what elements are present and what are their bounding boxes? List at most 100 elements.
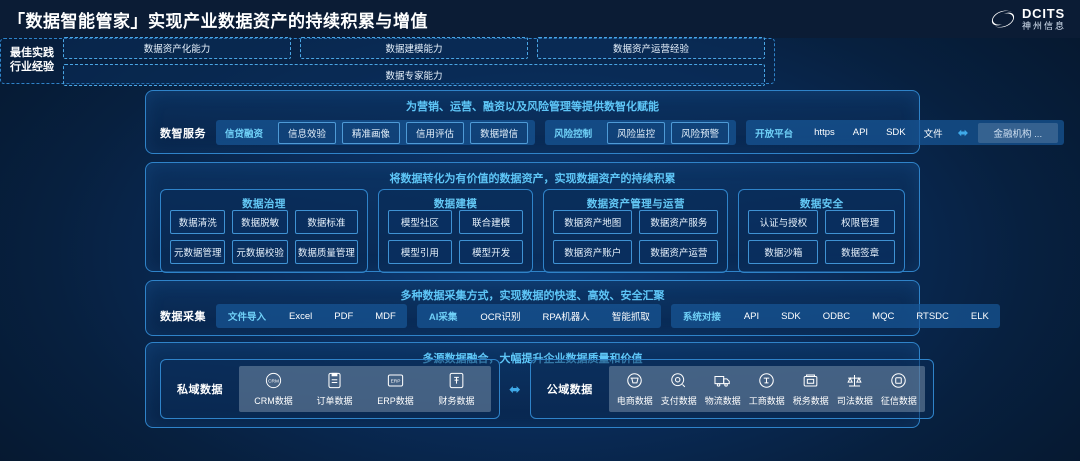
best-practice-line1: 最佳实践 — [10, 47, 54, 60]
dcits-swirl-icon — [990, 8, 1016, 30]
section-data-collection: 多种数据采集方式，实现数据的快速、高效、安全汇聚 数据采集 文件导入 Excel… — [145, 280, 1000, 336]
service-chip[interactable]: 精准画像 — [342, 121, 401, 144]
best-practice-label: 最佳实践 行业经验 — [10, 47, 54, 75]
collect-row-label: 数据采集 — [160, 311, 206, 323]
collect-group-system: 系统对接 API SDK ODBC MQC RTSDC ELK — [670, 304, 1000, 328]
asset-cell[interactable]: 数据资产运营 — [639, 240, 719, 264]
asset-cell[interactable]: 元数据校验 — [232, 240, 288, 264]
asset-cell[interactable]: 模型引用 — [387, 240, 452, 264]
service-chip[interactable]: 风险监控 — [607, 121, 666, 144]
open-platform-title: 开放平台 — [755, 128, 794, 140]
collect-item[interactable]: MQC — [872, 310, 895, 322]
collect-item[interactable]: RPA机器人 — [542, 312, 590, 323]
finance-icon — [447, 371, 466, 390]
brand-logo: DCITS 神州信息 — [990, 7, 1066, 31]
section-best-practice: 最佳实践 行业经验 数据资产化能力 数据建模能力 数据资产运营经验 数据专家能力 — [0, 36, 775, 86]
private-data-box: 私域数据 CRM CRM数据 订单数据 ERP ERP数据 — [160, 359, 500, 419]
svg-text:ERP: ERP — [391, 378, 401, 384]
ecommerce-cart-icon — [625, 371, 644, 390]
service-banner: 为营销、运营、融资以及风险管理等提供数智化赋能 — [406, 101, 659, 113]
data-source-order[interactable]: 订单数据 — [304, 371, 365, 407]
logo-text-en: DCITS — [1021, 6, 1065, 21]
public-data-box: 公域数据 电商数据 支付数据 物流数据 — [529, 359, 934, 419]
service-chip[interactable]: 信用评估 — [406, 121, 465, 144]
best-practice-item[interactable]: 数据建模能力 — [300, 36, 528, 59]
open-platform-item[interactable]: https — [814, 127, 835, 138]
asset-cell[interactable]: 数据资产服务 — [639, 210, 719, 234]
collect-item[interactable]: SDK — [781, 310, 801, 322]
asset-cell[interactable]: 认证与授权 — [748, 210, 819, 234]
data-source-payment[interactable]: 支付数据 — [657, 371, 701, 407]
asset-cell[interactable]: 数据质量管理 — [294, 240, 358, 264]
data-source-caption: 司法数据 — [836, 396, 873, 406]
collect-item[interactable]: OCR识别 — [480, 312, 521, 323]
service-group-title: 信贷融资 — [225, 128, 264, 140]
data-source-tax[interactable]: 税务数据 — [789, 371, 833, 407]
service-chip[interactable]: 风险预警 — [671, 121, 730, 144]
section-data-asset: 将数据转化为有价值的数据资产，实现数据资产的持续积累 数据治理 数据清洗 数据脱… — [145, 162, 920, 273]
asset-cell[interactable]: 数据脱敏 — [232, 210, 288, 234]
collect-item[interactable]: Excel — [289, 310, 313, 322]
collect-item[interactable]: 智能抓取 — [611, 312, 650, 323]
asset-cell[interactable]: 数据标准 — [294, 210, 358, 234]
collect-item[interactable]: RTSDC — [916, 310, 949, 322]
service-group-title: 风险控制 — [554, 128, 593, 140]
collect-item[interactable]: ODBC — [822, 310, 851, 322]
fusion-arrow-icon: ⬌ — [509, 380, 521, 397]
data-source-caption: CRM数据 — [254, 396, 293, 406]
asset-cell[interactable]: 联合建模 — [459, 210, 524, 234]
section-data-fusion: 多源数据融合，大幅提升企业数据质量和价值 私域数据 CRM CRM数据 订单数据… — [145, 342, 934, 428]
collect-item[interactable]: API — [743, 310, 760, 322]
private-data-label: 私域数据 — [177, 384, 223, 396]
asset-cell[interactable]: 模型社区 — [387, 210, 452, 234]
collect-item[interactable]: PDF — [334, 310, 354, 322]
data-source-finance[interactable]: 财务数据 — [426, 371, 487, 407]
service-chip[interactable]: 数据增信 — [470, 121, 529, 144]
architecture-canvas: 为营销、运营、融资以及风险管理等提供数智化赋能 数智服务 信贷融资 信息效验 精… — [0, 36, 1080, 461]
best-practice-item-full[interactable]: 数据专家能力 — [63, 63, 765, 86]
service-chip[interactable]: 信息效验 — [278, 121, 337, 144]
best-practice-item[interactable]: 数据资产运营经验 — [537, 36, 765, 59]
subpanel-data-modeling: 数据建模 模型社区 联合建模 模型引用 模型开发 — [377, 189, 534, 273]
data-source-erp[interactable]: ERP ERP数据 — [365, 371, 426, 407]
collect-item[interactable]: MDF — [375, 310, 396, 322]
data-source-credit[interactable]: 征信数据 — [877, 371, 921, 407]
service-row-label: 数智服务 — [160, 127, 206, 140]
asset-cell[interactable]: 模型开发 — [459, 240, 524, 264]
collect-group-title: 系统对接 — [682, 312, 721, 323]
data-source-caption: 订单数据 — [316, 396, 353, 406]
open-platform-target[interactable]: 金融机构 ... — [977, 122, 1059, 143]
asset-cell[interactable]: 元数据管理 — [170, 240, 226, 264]
asset-cell[interactable]: 数据沙箱 — [748, 240, 819, 264]
data-source-caption: 支付数据 — [660, 396, 697, 406]
data-source-caption: 电商数据 — [616, 396, 653, 406]
tax-icon — [801, 371, 820, 390]
best-practice-item[interactable]: 数据资产化能力 — [63, 36, 291, 59]
asset-cell[interactable]: 数据清洗 — [170, 210, 226, 234]
asset-cell[interactable]: 数据签章 — [825, 240, 895, 264]
asset-cell[interactable]: 数据资产地图 — [553, 210, 633, 234]
collect-group-title: AI采集 — [428, 312, 458, 323]
data-source-logistics[interactable]: 物流数据 — [701, 371, 745, 407]
asset-cell[interactable]: 权限管理 — [825, 210, 895, 234]
data-source-ecommerce[interactable]: 电商数据 — [613, 371, 657, 407]
service-group-credit: 信贷融资 信息效验 精准画像 信用评估 数据增信 — [216, 120, 536, 145]
data-source-caption: 征信数据 — [880, 396, 917, 406]
collect-item[interactable]: ELK — [970, 310, 989, 322]
open-platform-group: 开放平台 https API SDK 文件 ⬌ 金融机构 ... — [746, 120, 1065, 145]
open-platform-item[interactable]: API — [852, 127, 869, 138]
data-source-caption: 工商数据 — [748, 396, 785, 406]
data-source-caption: 财务数据 — [438, 396, 475, 406]
service-group-risk: 风险控制 风险监控 风险预警 — [545, 120, 737, 145]
open-platform-item[interactable]: 文件 — [923, 128, 943, 140]
asset-cell[interactable]: 数据资产账户 — [553, 240, 633, 264]
section-smart-service: 为营销、运营、融资以及风险管理等提供数智化赋能 数智服务 信贷融资 信息效验 精… — [145, 90, 1065, 154]
data-source-crm[interactable]: CRM CRM数据 — [243, 371, 304, 407]
data-source-justice[interactable]: 司法数据 — [833, 371, 877, 407]
public-data-label: 公域数据 — [546, 384, 593, 396]
credit-seal-icon — [889, 371, 908, 390]
data-source-business[interactable]: 工商数据 — [745, 371, 789, 407]
erp-icon: ERP — [386, 371, 405, 390]
payment-coin-icon — [669, 371, 688, 390]
open-platform-item[interactable]: SDK — [886, 127, 906, 138]
